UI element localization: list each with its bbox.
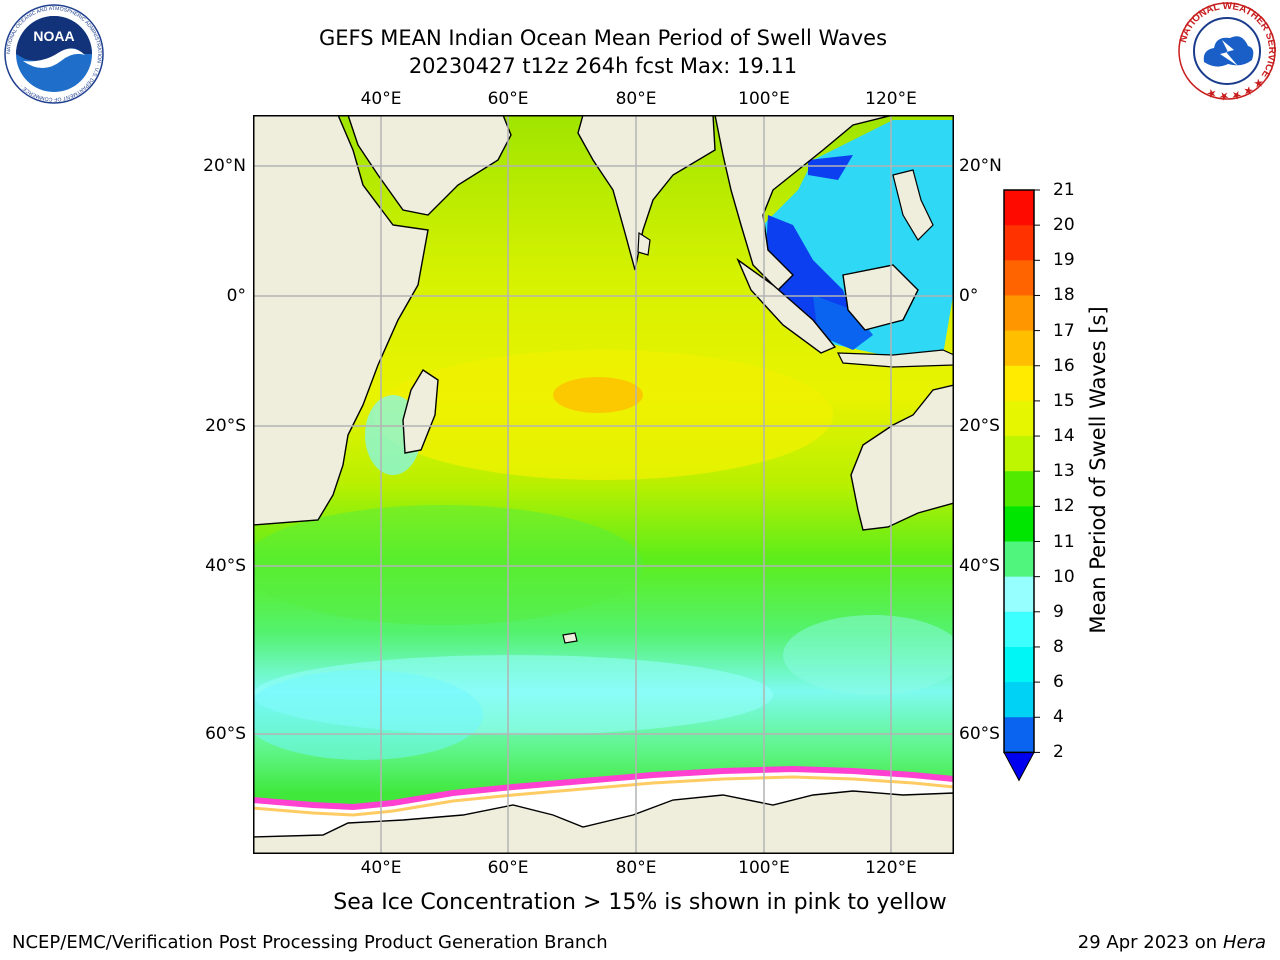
lat-tick-left-40s: 40°S	[205, 556, 246, 576]
colorbar-segment	[1004, 682, 1034, 718]
lat-tick-left-60s: 60°S	[205, 724, 246, 744]
colorbar-segment	[1004, 541, 1034, 578]
colorbar-segment	[1004, 611, 1034, 648]
colorbar-segment	[1004, 400, 1034, 437]
colorbar-segment	[1004, 330, 1034, 367]
colorbar-level-label: 12	[1053, 496, 1075, 517]
lon-tick-bottom-40e: 40°E	[360, 858, 402, 878]
lat-tick-right-40s: 40°S	[959, 556, 1000, 576]
map-subtitle: 20230427 t12z 264h fcst Max: 19.11	[408, 54, 798, 78]
lon-tick-bottom-120e: 120°E	[865, 858, 917, 878]
colorbar-level-label: 13	[1053, 461, 1075, 482]
lon-tick-top-120e: 120°E	[865, 89, 917, 109]
colorbar-segment	[1004, 576, 1034, 613]
map-title: GEFS MEAN Indian Ocean Mean Period of Sw…	[318, 26, 888, 50]
colorbar-level-label: 15	[1053, 390, 1075, 411]
gulf-of-tonkin-low-period	[808, 155, 853, 180]
madagascar-land	[402, 369, 439, 454]
period-patch-10s	[253, 505, 643, 625]
period-max-patch-16s	[553, 377, 643, 413]
colorbar-level-label: 11	[1053, 531, 1075, 552]
colorbar-level-label: 20	[1053, 215, 1075, 236]
lat-tick-right-60s: 60°S	[959, 724, 1000, 744]
lon-tick-bottom-80e: 80°E	[615, 858, 657, 878]
map-frame	[253, 115, 954, 854]
lon-tick-top-80e: 80°E	[615, 89, 657, 109]
nws-logo: NATIONAL WEATHER SERVICE ★ ★ ★ ★ ★	[1178, 1, 1277, 101]
colorbar-segment	[1004, 471, 1034, 507]
colorbar-level-label: 17	[1053, 320, 1075, 341]
noaa-wordmark: NOAA	[33, 28, 74, 44]
footer-date: 29 Apr 2023 on Hera	[1078, 932, 1266, 953]
noaa-logo: NOAA NATIONAL OCEANIC AND ATMOSPHERIC AD…	[4, 4, 104, 104]
colorbar-level-label: 9	[1053, 601, 1064, 622]
lat-tick-left-0: 0°	[226, 286, 246, 306]
sea-ice-inner-edge	[253, 775, 954, 817]
colorbar-level-label: 4	[1053, 707, 1064, 728]
kerguelen-land	[562, 632, 578, 644]
philippines-land	[892, 169, 934, 241]
colorbar	[1003, 189, 1040, 782]
lon-tick-top-40e: 40°E	[360, 89, 402, 109]
period-patch-14s	[373, 350, 833, 480]
sea-ice-edge	[253, 765, 954, 811]
colorbar-level-label: 18	[1053, 285, 1075, 306]
lat-tick-right-20n: 20°N	[959, 156, 1002, 176]
colorbar-segment	[1004, 295, 1034, 332]
colorbar-level-label: 14	[1053, 426, 1075, 447]
lat-tick-left-20n: 20°N	[203, 156, 246, 176]
lat-tick-right-20s: 20°S	[959, 416, 1000, 436]
colorbar-level-label: 10	[1053, 566, 1075, 587]
colorbar-segment	[1004, 260, 1034, 296]
africa-land	[253, 115, 429, 526]
colorbar-segment	[1004, 225, 1034, 261]
sri-lanka-land	[637, 231, 651, 256]
period-patch-7s	[253, 670, 483, 760]
lon-tick-bottom-60e: 60°E	[487, 858, 529, 878]
colorbar-segment	[1004, 436, 1034, 472]
java-sea-low-period	[813, 295, 873, 350]
period-patch-8s-east	[783, 615, 954, 695]
colorbar-segment	[1004, 717, 1034, 753]
sea-ice-caption: Sea Ice Concentration > 15% is shown in …	[333, 890, 947, 915]
footer-credit: NCEP/EMC/Verification Post Processing Pr…	[12, 932, 608, 953]
lon-tick-bottom-100e: 100°E	[738, 858, 790, 878]
colorbar-under-arrow	[1003, 751, 1035, 782]
lon-tick-top-60e: 60°E	[487, 89, 529, 109]
graticule	[253, 115, 954, 854]
colorbar-segment	[1004, 646, 1034, 683]
ocean-map	[253, 115, 954, 854]
colorbar-segment	[1004, 365, 1034, 402]
footer-date-text: 29 Apr 2023 on	[1077, 932, 1223, 953]
colorbar-segment	[1004, 190, 1034, 226]
antarctica-land	[253, 790, 954, 854]
lat-tick-left-20s: 20°S	[205, 416, 246, 436]
colorbar-level-label: 21	[1053, 180, 1075, 200]
colorbar-level-label: 16	[1053, 355, 1075, 376]
colorbar-level-label: 6	[1053, 672, 1064, 693]
lat-tick-right-0: 0°	[959, 286, 979, 306]
southeast-asia-land	[714, 115, 894, 291]
java-land	[837, 349, 954, 368]
lon-tick-top-100e: 100°E	[738, 89, 790, 109]
colorbar-level-label: 19	[1053, 250, 1075, 271]
arabia-land	[347, 115, 512, 216]
footer-machine: Hera	[1222, 932, 1266, 953]
colorbar-level-label: 8	[1053, 636, 1064, 657]
colorbar-title: Mean Period of Swell Waves [s]	[1086, 306, 1110, 634]
colorbar-segment	[1004, 506, 1034, 542]
colorbar-level-label: 2	[1053, 742, 1064, 763]
australia-land	[850, 384, 954, 531]
borneo-land	[842, 264, 919, 331]
